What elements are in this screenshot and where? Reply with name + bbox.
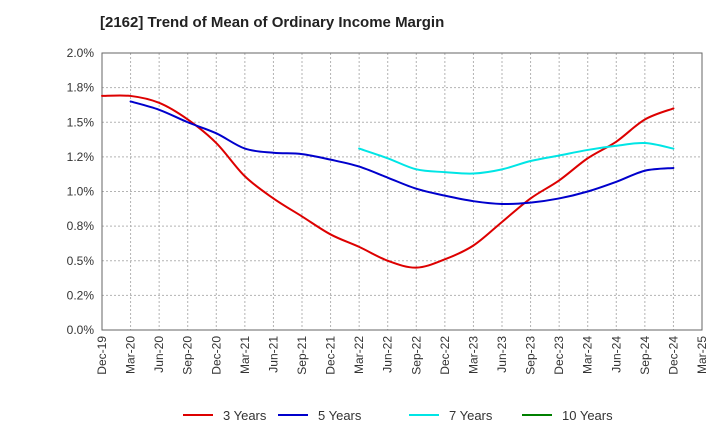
x-tick-label: Mar-21 [238,336,252,374]
x-tick-label: Sep-23 [524,336,538,375]
legend-label: 3 Years [223,408,267,423]
x-tick-labels: Dec-19 Mar-20 Jun-20 Sep-20 Dec-20 Mar-21 Jun-… [95,336,709,375]
x-tick-label: Dec-20 [209,336,223,375]
x-tick-label: Sep-22 [409,336,423,375]
x-tick-label: Dec-22 [438,336,452,375]
x-tick-label: Mar-22 [352,336,366,374]
x-tick-label: Dec-21 [324,336,338,375]
legend: 3 Years 5 Years 7 Years 10 Years [183,408,613,423]
x-tick-label: Mar-25 [695,336,709,374]
x-tick-label: Sep-21 [295,336,309,375]
y-tick-label: 1.8% [67,81,95,95]
x-tick-label: Jun-20 [152,336,166,373]
legend-label: 10 Years [562,408,613,423]
x-tick-label: Jun-22 [381,336,395,373]
y-tick-label: 1.0% [67,185,95,199]
y-tick-label: 0.2% [67,288,95,302]
x-tick-label: Jun-21 [266,336,280,373]
x-tick-label: Sep-24 [638,336,652,375]
series-lines [101,94,675,269]
y-tick-label: 2.0% [67,46,95,60]
legend-label: 5 Years [318,408,362,423]
y-tick-label: 0.0% [67,323,95,337]
x-tick-label: Jun-24 [609,336,623,373]
y-tick-label: 1.5% [67,115,95,129]
series-line-2 [358,141,675,175]
series-line-1 [129,100,675,206]
y-tick-label: 0.5% [67,254,95,268]
x-tick-label: Sep-20 [181,336,195,375]
x-tick-label: Dec-19 [95,336,109,375]
y-tick-label: 0.8% [67,219,95,233]
x-tick-label: Jun-23 [495,336,509,373]
plot-frame [101,52,703,331]
y-tick-label: 1.2% [67,150,95,164]
x-tick-label: Mar-24 [581,336,595,374]
y-tick-labels: 0.0% 0.2% 0.5% 0.8% 1.0% 1.2% 1.5% 1.8% 2.0% [67,46,95,337]
x-tick-label: Dec-23 [552,336,566,375]
axes [101,52,703,331]
legend-label: 7 Years [449,408,493,423]
chart-title: [2162] Trend of Mean of Ordinary Income … [100,14,445,31]
x-tick-label: Mar-23 [466,336,480,374]
grid-lines [102,52,702,330]
x-tick-label: Mar-20 [124,336,138,374]
x-tick-label: Dec-24 [666,336,680,375]
